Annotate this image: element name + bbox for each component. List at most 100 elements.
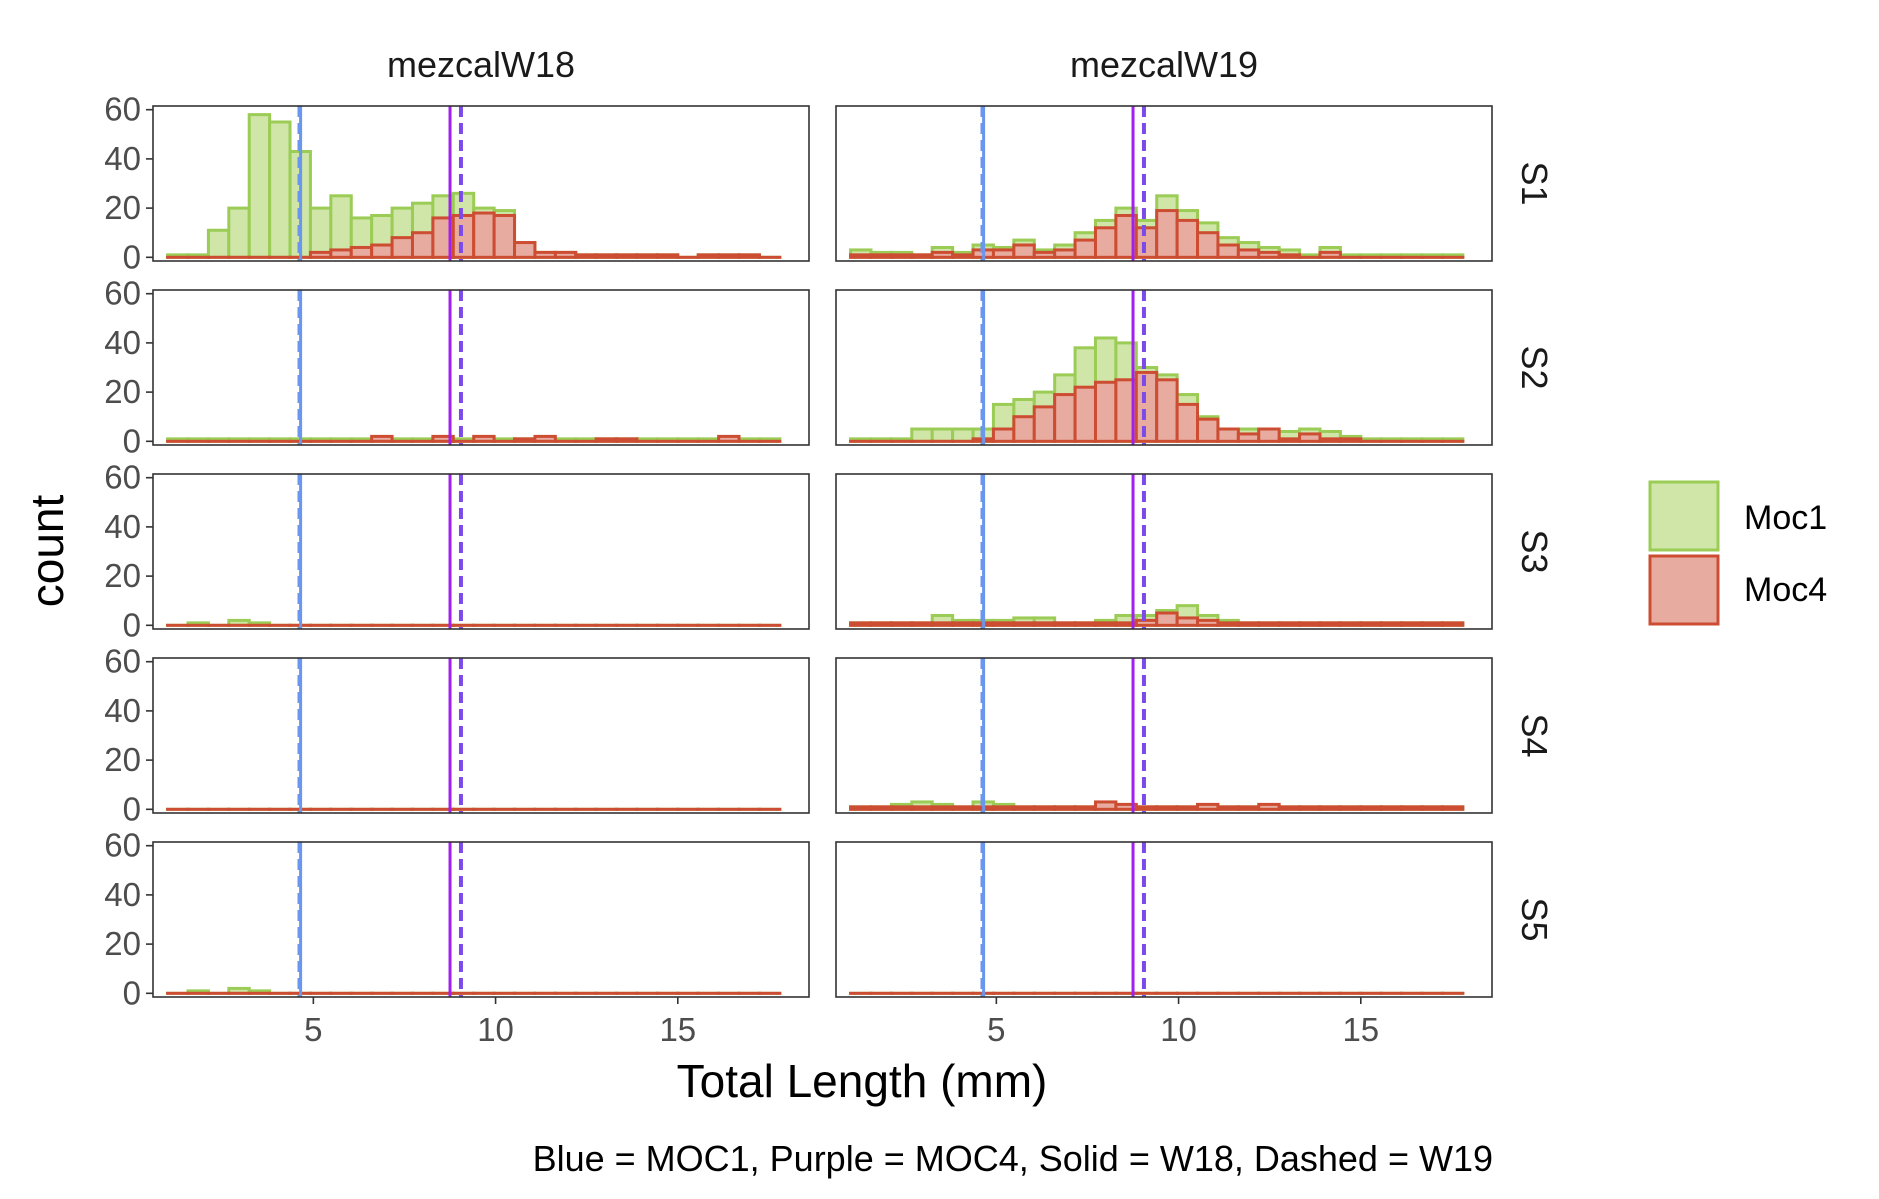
bar-moc1: [930, 427, 955, 443]
bar-moc1: [247, 113, 272, 259]
bar-moc4: [1257, 427, 1281, 443]
bar-moc4: [492, 213, 517, 259]
bar-moc4: [849, 621, 873, 627]
panel-background: [153, 842, 809, 997]
y-tick-label: 20: [104, 189, 141, 226]
panel-border: [835, 105, 1493, 262]
bar-moc4: [1032, 250, 1057, 259]
bar-moc4: [910, 253, 934, 259]
bar-moc4: [1012, 243, 1036, 259]
bar-moc4: [1298, 805, 1322, 811]
y-tick-label: 0: [123, 422, 141, 459]
x-tick-label: 15: [1342, 1011, 1379, 1048]
bar-moc4: [1236, 621, 1261, 627]
bar-moc4: [1134, 618, 1159, 627]
y-tick-label: 20: [104, 741, 141, 778]
bar-moc4: [390, 236, 414, 259]
panel-border: [152, 105, 810, 262]
bar-moc4: [553, 250, 578, 259]
bar-moc4: [737, 253, 761, 259]
panel-border: [835, 841, 1493, 998]
bar-moc4: [1379, 621, 1404, 627]
x-axis-title: Total Length (mm): [677, 1055, 1048, 1107]
y-tick-label: 40: [104, 140, 141, 177]
y-tick-label: 60: [104, 275, 141, 312]
bar-moc4: [930, 805, 955, 811]
bar-moc4: [1216, 243, 1240, 259]
bar-moc4: [1440, 621, 1465, 627]
bar-moc4: [1175, 616, 1200, 627]
bar-moc4: [1093, 621, 1118, 627]
bar-moc4: [1440, 805, 1465, 811]
bar-moc4: [1053, 393, 1077, 443]
bar-moc4: [1236, 432, 1261, 443]
x-tick-label: 15: [659, 1011, 696, 1048]
bar-moc4: [1318, 805, 1342, 811]
bar-moc4: [1400, 805, 1424, 811]
panel-mezcalW18-S4: [152, 657, 810, 814]
bar-moc4: [1032, 621, 1057, 627]
bar-moc4: [889, 805, 914, 811]
facet-row-label: S4: [1514, 713, 1555, 757]
bar-moc4: [951, 253, 975, 259]
bar-moc4: [1155, 378, 1179, 443]
y-tick-label: 40: [104, 692, 141, 729]
panel-background: [153, 658, 809, 813]
facet-row-label: S3: [1514, 529, 1555, 573]
bar-moc4: [869, 805, 893, 811]
bar-moc4: [308, 250, 333, 259]
y-tick-label: 40: [104, 876, 141, 913]
legend: Moc1 Moc4: [1648, 480, 1827, 626]
bar-moc4: [1379, 805, 1404, 811]
y-tick-label: 20: [104, 925, 141, 962]
bar-moc4: [1155, 805, 1179, 811]
bar-moc4: [635, 253, 659, 259]
panel-border: [152, 657, 810, 814]
bar-moc4: [1093, 380, 1118, 443]
bar-moc4: [1155, 611, 1179, 627]
panel-border: [835, 289, 1493, 446]
panel-mezcalW18-S1: [152, 105, 810, 262]
legend-label-moc4: Moc4: [1744, 571, 1827, 609]
bar-moc4: [849, 805, 873, 811]
panel-background: [836, 474, 1492, 629]
bar-moc4: [910, 621, 934, 627]
bar-moc4: [1420, 805, 1444, 811]
panel-border: [835, 657, 1493, 814]
bar-moc4: [329, 248, 353, 259]
bar-moc4: [1298, 432, 1322, 443]
legend-key-moc4: [1648, 554, 1720, 626]
facet-labels-layer: mezcalW18 mezcalW19 S1 S2 S3 S4 S5: [387, 44, 1555, 942]
facet-row-label: S5: [1514, 897, 1555, 941]
facet-row-label: S1: [1514, 161, 1555, 205]
bar-moc4: [930, 621, 955, 627]
bar-moc4: [1318, 250, 1342, 259]
bar-moc4: [991, 805, 1016, 811]
panel-mezcalW19-S3: [835, 473, 1493, 630]
x-tick-label: 5: [304, 1011, 322, 1048]
caption: Blue = MOC1, Purple = MOC4, Solid = W18,…: [533, 1138, 1493, 1179]
bar-moc4: [991, 248, 1016, 259]
y-tick-label: 40: [104, 324, 141, 361]
bar-moc4: [1196, 802, 1220, 811]
bar-moc4: [889, 621, 914, 627]
bar-moc4: [1073, 621, 1097, 627]
panel-background: [836, 658, 1492, 813]
bar-moc4: [1134, 226, 1159, 259]
bar-moc4: [655, 253, 680, 259]
bar-moc4: [1257, 250, 1281, 259]
panel-background: [153, 290, 809, 445]
bar-moc4: [1277, 805, 1302, 811]
bar-moc1: [308, 206, 333, 259]
bar-moc4: [1236, 805, 1261, 811]
bar-moc4: [869, 253, 893, 259]
panels-layer: [152, 105, 1493, 998]
panel-mezcalW18-S5: [152, 841, 810, 998]
bar-moc4: [930, 250, 955, 259]
y-tick-label: 0: [123, 790, 141, 827]
x-tick-label: 5: [987, 1011, 1005, 1048]
bar-moc4: [533, 250, 557, 259]
x-tick-label: 10: [1160, 1011, 1197, 1048]
bar-moc4: [1155, 209, 1179, 259]
bar-moc4: [574, 253, 598, 259]
